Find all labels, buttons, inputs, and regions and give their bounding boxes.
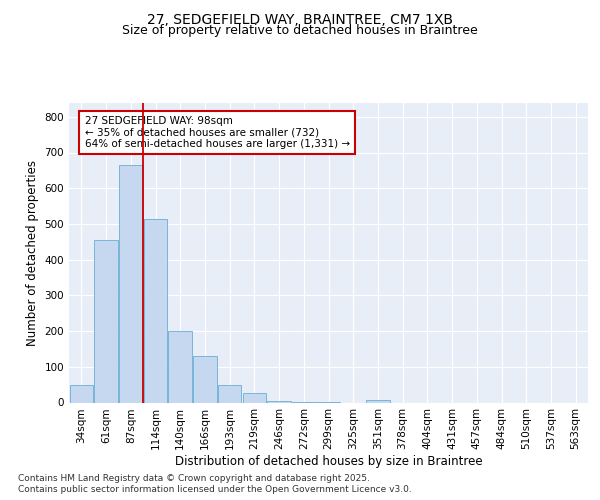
Bar	[242, 393, 266, 402]
Text: 27 SEDGEFIELD WAY: 98sqm
← 35% of detached houses are smaller (732)
64% of semi-: 27 SEDGEFIELD WAY: 98sqm ← 35% of detach…	[85, 116, 350, 149]
Text: Contains HM Land Registry data © Crown copyright and database right 2025.
Contai: Contains HM Land Registry data © Crown c…	[18, 474, 412, 494]
Bar	[193, 356, 217, 403]
Bar	[169, 331, 192, 402]
Bar	[218, 384, 241, 402]
Bar	[144, 218, 167, 402]
Text: 27, SEDGEFIELD WAY, BRAINTREE, CM7 1XB: 27, SEDGEFIELD WAY, BRAINTREE, CM7 1XB	[147, 12, 453, 26]
Bar	[94, 240, 118, 402]
Y-axis label: Number of detached properties: Number of detached properties	[26, 160, 39, 346]
Bar	[119, 165, 143, 402]
Text: Size of property relative to detached houses in Braintree: Size of property relative to detached ho…	[122, 24, 478, 37]
X-axis label: Distribution of detached houses by size in Braintree: Distribution of detached houses by size …	[175, 455, 482, 468]
Bar	[268, 400, 291, 402]
Bar	[366, 400, 389, 402]
Bar	[70, 384, 93, 402]
